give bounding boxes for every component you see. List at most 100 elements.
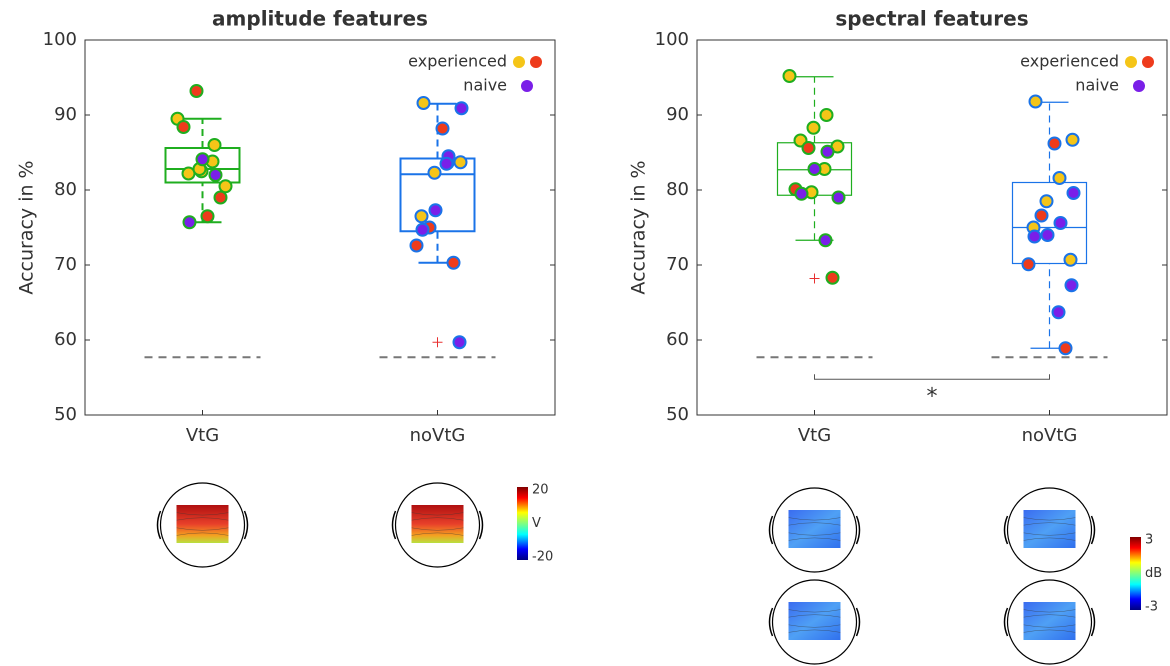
ear [1090,607,1096,637]
colorbar-tick-label: 20 [532,483,549,498]
data-point [801,141,816,155]
contour [788,522,841,526]
colorbar-label: V [532,516,541,531]
box [399,157,476,233]
data-point [453,155,468,170]
data-point [782,69,797,83]
contour [788,532,841,536]
data-point [1064,278,1079,293]
legend-marker [530,56,542,68]
contour [411,527,464,531]
contour [1023,522,1076,526]
ear [768,515,774,545]
data-point [176,120,191,134]
data-point [213,190,228,205]
x-tick-label: noVtG [1022,425,1078,446]
colorbar-tick-label: -20 [532,550,553,565]
contour [1023,609,1076,613]
data-point [806,120,821,135]
data-point [454,101,469,116]
x-tick-label: noVtG [410,425,466,446]
outlier [809,273,820,284]
contour [176,532,229,536]
y-tick-label: 60 [666,329,689,350]
x-tick-label: VtG [798,425,831,446]
contour [176,527,229,531]
data-point [439,156,454,171]
data-point [427,165,442,180]
contour [176,517,229,521]
data-point [446,255,461,270]
data-point [1039,194,1054,209]
colorbar [1130,537,1141,610]
significance-label: * [927,384,938,409]
legend-entry: experienced [1020,52,1154,71]
legend-marker [521,80,533,92]
contour [1023,532,1076,536]
y-axis-label: Accuracy in % [16,160,38,294]
data-point [452,335,467,350]
chart-title: amplitude features [212,7,428,31]
contour [1023,629,1076,633]
legend-label: experienced [1020,52,1119,71]
data-point [794,186,809,201]
y-tick-label: 100 [655,29,689,50]
contour [1023,517,1076,521]
data-point [807,162,822,176]
data-point [831,190,846,205]
data-point [1040,228,1055,242]
contour [788,629,841,633]
topo-map [1023,510,1076,548]
legend-entry: experienced [408,52,542,71]
legend-marker [1133,80,1145,92]
data-point [1065,132,1080,147]
contour [1023,537,1076,541]
y-axis-label: Accuracy in % [628,160,650,294]
ear [478,510,484,540]
box [1011,181,1088,265]
ear [156,510,162,540]
contour [788,537,841,541]
contour [411,512,464,516]
legend-marker [513,56,525,68]
contour [176,512,229,516]
data-point [428,203,443,218]
data-point [1052,171,1067,185]
legend-entry: naive [463,76,533,95]
colorbar [517,487,528,560]
data-point [820,144,835,159]
ear [1090,515,1096,545]
data-point [825,270,840,285]
data-point [435,121,450,136]
data-point [208,168,223,182]
contour [411,532,464,536]
y-tick-label: 90 [54,104,77,125]
y-tick-label: 70 [54,254,77,275]
legend-label: naive [1075,76,1119,95]
data-point [200,209,215,224]
ear [855,607,861,637]
chart-title: spectral features [835,7,1028,31]
y-tick-label: 80 [666,179,689,200]
legend-label: experienced [408,52,507,71]
ear [855,515,861,545]
y-tick-label: 50 [666,404,689,425]
topo-map [411,505,464,543]
plot-frame [696,39,1168,416]
ear [243,510,249,540]
colorbar-tick-label: -3 [1145,600,1158,615]
data-point [1027,229,1042,244]
data-point [409,238,424,253]
topo-map [1023,602,1076,640]
data-point [189,84,204,98]
topo-map [788,602,841,640]
y-tick-label: 90 [666,104,689,125]
significance-bracket [814,374,1050,380]
data-point [1058,341,1073,356]
data-point [1034,208,1049,223]
contour [1023,614,1076,618]
plot-frame [84,39,556,416]
colorbar-tick-label: 3 [1145,533,1153,548]
outlier [432,337,443,348]
